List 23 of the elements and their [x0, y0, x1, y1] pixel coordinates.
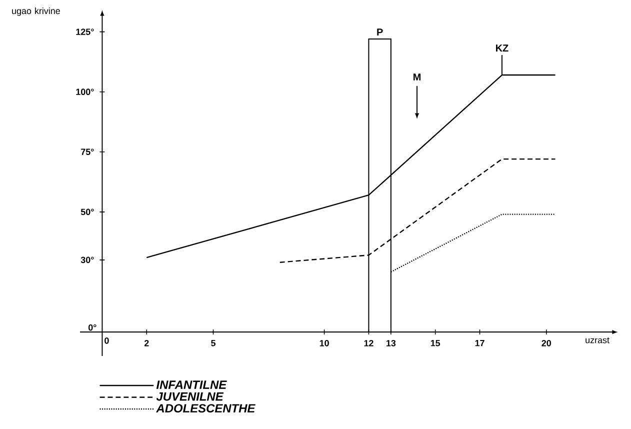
x-axis-title: uzrast	[586, 337, 610, 344]
y-tick-label: 100°	[76, 88, 94, 96]
y-axis-title: ugao krivine	[12, 8, 60, 16]
legend-label: ADOLESCENTHE	[156, 404, 256, 413]
x-tick-label: 20	[542, 340, 552, 346]
x-tick-label: 2	[144, 340, 149, 346]
y-tick-label: 50°	[80, 208, 94, 216]
x-tick-label: 13	[386, 340, 396, 346]
annotation: M	[414, 74, 420, 80]
x-tick-label: 15	[430, 340, 440, 346]
y-tick-label: 125°	[76, 28, 94, 35]
y-tick-label: 30°	[80, 256, 94, 264]
legend-label: JUVENILNE	[156, 392, 224, 401]
x-tick-label: 0	[104, 337, 109, 344]
y-tick-label: 75°	[81, 148, 94, 156]
x-tick-label: 12	[364, 340, 374, 346]
x-tick-label: 5	[211, 340, 216, 346]
annotation: KZ	[496, 44, 508, 52]
legend-label: INFANTILNE	[156, 380, 227, 389]
annotation: P	[377, 28, 383, 36]
y-tick-label: 0°	[88, 324, 96, 331]
x-tick-label: 17	[475, 340, 484, 346]
x-tick-label: 10	[320, 340, 329, 346]
